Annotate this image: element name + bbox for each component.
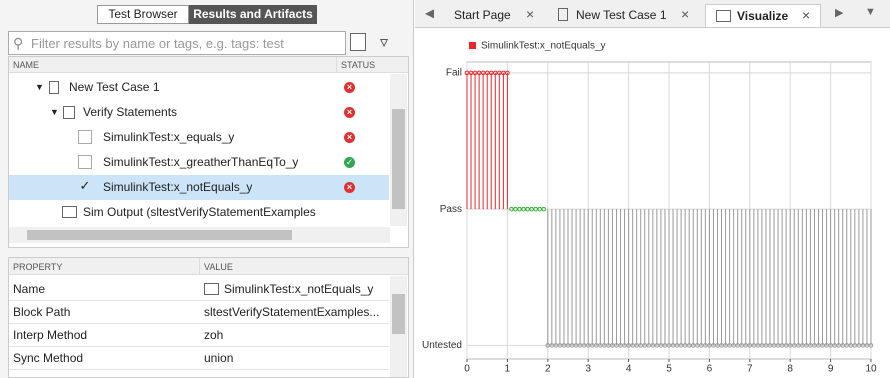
left-panel: Test Browser Results and Artifacts ⚲ Fil…	[0, 0, 414, 378]
property-value: union	[204, 351, 234, 365]
tab[interactable]: New Test Case 1	[576, 8, 667, 22]
tab[interactable]: Test Browser	[97, 5, 189, 24]
property-row: Sync Method union	[9, 347, 389, 370]
tree-row[interactable]: ▼ Verify Statements ×	[9, 100, 389, 125]
checkbox-checked[interactable]: ✓	[79, 178, 91, 193]
x-tick-label: 5	[666, 364, 672, 375]
x-tick-label: 8	[787, 364, 793, 375]
property-value: zoh	[204, 328, 224, 342]
row-label: SimulinkTest:x_greatherThanEqTo_y	[103, 155, 299, 169]
stem-marker	[505, 70, 510, 76]
checkbox[interactable]	[78, 130, 92, 144]
row-label: Sim Output (sltestVerifyStatementExample…	[83, 205, 316, 219]
stem-marker	[541, 206, 547, 212]
fail-icon: ×	[344, 107, 355, 118]
property-value: sltestVerifyStatementExamples...	[204, 305, 380, 319]
x-tick-label: 4	[626, 364, 632, 375]
scroll-thumb[interactable]	[392, 294, 405, 334]
x-tick-label: 3	[585, 364, 591, 375]
y-tick-label: Untested	[422, 340, 462, 351]
x-tick-label: 0	[464, 364, 470, 375]
fail-icon: ×	[344, 132, 355, 143]
filter-button[interactable]: ▿	[380, 34, 389, 51]
file-icon	[49, 81, 59, 94]
property-name: Name	[13, 282, 46, 296]
tab-close[interactable]: ×	[526, 6, 535, 22]
column-header: PROPERTY	[13, 262, 63, 272]
pass-icon: ✓	[344, 157, 355, 168]
tab-scroll-left[interactable]: ◀	[425, 6, 435, 20]
property-name: Block Path	[13, 305, 71, 319]
property-row: Block Path sltestVerifyStatementExamples…	[9, 301, 389, 324]
horizontal-scrollbar[interactable]	[9, 227, 390, 243]
row-label: New Test Case 1	[69, 80, 160, 94]
report-button[interactable]	[350, 33, 366, 51]
signal-icon	[204, 283, 219, 295]
tree-row-selected[interactable]: ✓ SimulinkTest:x_notEquals_y ×	[9, 175, 389, 200]
legend-label: SimulinkTest:x_notEquals_y	[481, 41, 606, 52]
results-tree: NAME STATUS ▼ New Test Case 1 × ▼ Verify…	[8, 56, 409, 248]
vertical-scrollbar[interactable]	[390, 74, 407, 226]
tree-row[interactable]: Sim Output (sltestVerifyStatementExample…	[9, 200, 339, 225]
fail-icon: ×	[344, 82, 355, 93]
vertical-scrollbar[interactable]	[390, 276, 407, 377]
tab-active[interactable]: Results and Artifacts	[189, 5, 317, 24]
scroll-thumb[interactable]	[392, 109, 405, 209]
row-label: Verify Statements	[83, 105, 178, 119]
x-tick-label: 6	[707, 364, 713, 375]
x-tick-label: 7	[747, 364, 753, 375]
column-header: NAME	[13, 60, 40, 70]
search-box[interactable]: ⚲ Filter results by name or tags, e.g. t…	[8, 31, 346, 55]
property-name: Interp Method	[13, 328, 88, 342]
y-tick-label: Pass	[440, 204, 462, 215]
tab-scroll-right[interactable]: ▶	[835, 7, 844, 19]
file-icon	[558, 8, 568, 21]
tab-bar: ◀ Start Page × New Test Case 1 × Visuali…	[415, 0, 890, 28]
properties-table: PROPERTY VALUE Name SimulinkTest:x_notEq…	[8, 257, 409, 378]
property-row: Interp Method zoh	[9, 324, 389, 347]
signal-icon	[716, 10, 731, 22]
property-row: Name SimulinkTest:x_notEquals_y	[9, 278, 389, 301]
column-header: VALUE	[199, 258, 233, 274]
checkbox[interactable]	[78, 155, 92, 169]
tab-menu[interactable]: ▼	[865, 6, 876, 18]
x-tick-label: 9	[828, 364, 834, 375]
legend-swatch	[469, 42, 476, 49]
tree-row[interactable]: SimulinkTest:x_equals_y ×	[9, 125, 389, 150]
property-name: Sync Method	[13, 351, 84, 365]
tab[interactable]: Start Page	[454, 8, 511, 22]
y-tick-label: Fail	[446, 68, 462, 79]
scroll-thumb[interactable]	[27, 230, 292, 240]
search-placeholder: Filter results by name or tags, e.g. tag…	[31, 36, 284, 51]
property-value: SimulinkTest:x_notEquals_y	[224, 282, 374, 296]
tree-row[interactable]: ▼ New Test Case 1 ×	[9, 75, 389, 100]
chart: 0 1 2 3 4 5 6 7 8 9 10 Untested Pass Fail SimulinkTest…	[422, 41, 877, 375]
x-tick-label: 10	[865, 364, 877, 375]
signal-icon	[62, 206, 77, 218]
tab-close[interactable]: ×	[802, 7, 811, 23]
tab-label: Visualize	[737, 9, 789, 23]
row-label: SimulinkTest:x_notEquals_y	[103, 180, 253, 194]
fail-icon: ×	[344, 182, 355, 193]
column-header: STATUS	[336, 57, 375, 72]
x-tick-label: 2	[545, 364, 551, 375]
tab-active[interactable]: Visualize ×	[705, 4, 821, 27]
verify-icon	[63, 106, 75, 119]
search-icon: ⚲	[13, 35, 24, 51]
properties-header: PROPERTY VALUE	[9, 258, 408, 275]
tab-close[interactable]: ×	[681, 6, 690, 22]
expander[interactable]: ▼	[35, 82, 44, 92]
x-tick-label: 1	[505, 364, 511, 375]
expander[interactable]: ▼	[50, 107, 59, 117]
tree-row[interactable]: SimulinkTest:x_greatherThanEqTo_y ✓	[9, 150, 389, 175]
row-label: SimulinkTest:x_equals_y	[103, 130, 235, 144]
tree-header: NAME STATUS	[9, 57, 408, 73]
stem-marker	[868, 343, 874, 348]
